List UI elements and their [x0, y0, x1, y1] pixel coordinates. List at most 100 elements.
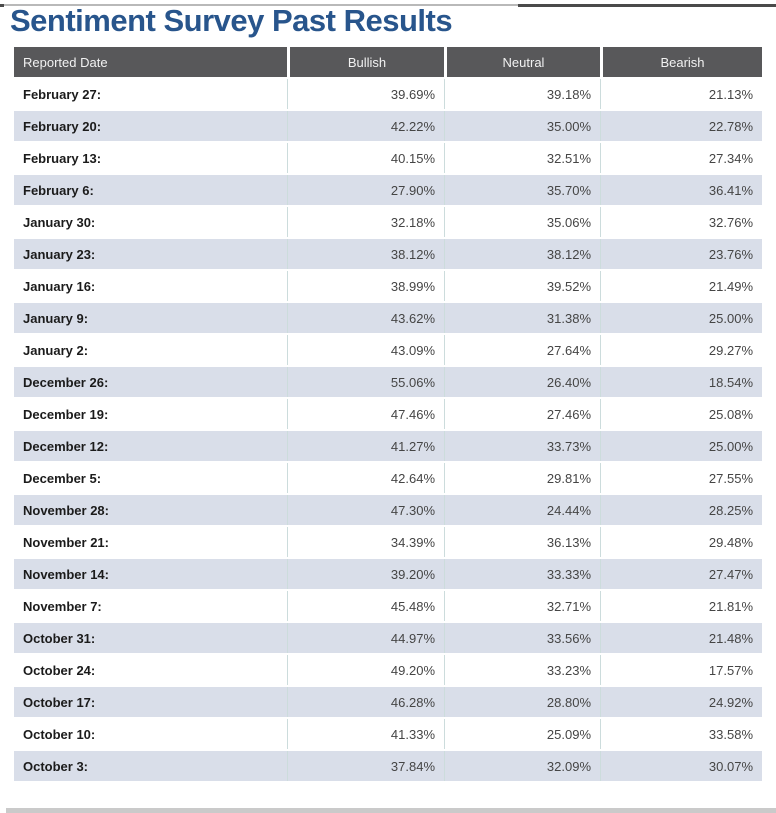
- bullish-cell: 38.99%: [287, 271, 444, 302]
- table-row: November 14: 39.20% 33.33% 27.47%: [14, 559, 762, 590]
- date-cell: October 24:: [14, 655, 287, 686]
- date-cell: November 21:: [14, 527, 287, 558]
- table-row: December 19: 47.46% 27.46% 25.08%: [14, 399, 762, 430]
- window-top-corner-mark: [0, 4, 4, 7]
- neutral-cell: 31.38%: [444, 303, 600, 334]
- neutral-cell: 26.40%: [444, 367, 600, 398]
- neutral-cell: 32.09%: [444, 751, 600, 782]
- neutral-cell: 33.33%: [444, 559, 600, 590]
- bearish-cell: 27.55%: [600, 463, 762, 494]
- table-row: October 3: 37.84% 32.09% 30.07%: [14, 751, 762, 782]
- bullish-cell: 44.97%: [287, 623, 444, 654]
- table-row: January 30: 32.18% 35.06% 32.76%: [14, 207, 762, 238]
- column-header-reported-date: Reported Date: [14, 47, 287, 78]
- bearish-cell: 29.27%: [600, 335, 762, 366]
- column-header-bearish: Bearish: [600, 47, 762, 78]
- table-row: January 16: 38.99% 39.52% 21.49%: [14, 271, 762, 302]
- bullish-cell: 47.30%: [287, 495, 444, 526]
- neutral-cell: 35.06%: [444, 207, 600, 238]
- date-cell: December 12:: [14, 431, 287, 462]
- date-cell: February 20:: [14, 111, 287, 142]
- date-cell: October 10:: [14, 719, 287, 750]
- table-row: January 9: 43.62% 31.38% 25.00%: [14, 303, 762, 334]
- bullish-cell: 49.20%: [287, 655, 444, 686]
- bearish-cell: 28.25%: [600, 495, 762, 526]
- table-header: Reported Date Bullish Neutral Bearish: [14, 47, 762, 78]
- neutral-cell: 28.80%: [444, 687, 600, 718]
- table-row: November 28: 47.30% 24.44% 28.25%: [14, 495, 762, 526]
- bearish-cell: 21.49%: [600, 271, 762, 302]
- date-cell: January 16:: [14, 271, 287, 302]
- date-cell: February 6:: [14, 175, 287, 206]
- date-cell: February 13:: [14, 143, 287, 174]
- window-top-edge-dark: [518, 4, 776, 7]
- date-cell: February 27:: [14, 79, 287, 110]
- bearish-cell: 30.07%: [600, 751, 762, 782]
- bearish-cell: 21.81%: [600, 591, 762, 622]
- bearish-cell: 36.41%: [600, 175, 762, 206]
- table-row: November 7: 45.48% 32.71% 21.81%: [14, 591, 762, 622]
- table-row: February 6: 27.90% 35.70% 36.41%: [14, 175, 762, 206]
- bearish-cell: 24.92%: [600, 687, 762, 718]
- date-cell: January 9:: [14, 303, 287, 334]
- bearish-cell: 21.13%: [600, 79, 762, 110]
- bullish-cell: 42.64%: [287, 463, 444, 494]
- neutral-cell: 33.73%: [444, 431, 600, 462]
- table-row: December 12: 41.27% 33.73% 25.00%: [14, 431, 762, 462]
- bearish-cell: 18.54%: [600, 367, 762, 398]
- table-row: December 26: 55.06% 26.40% 18.54%: [14, 367, 762, 398]
- bullish-cell: 46.28%: [287, 687, 444, 718]
- bullish-cell: 41.27%: [287, 431, 444, 462]
- date-cell: January 2:: [14, 335, 287, 366]
- table-row: February 13: 40.15% 32.51% 27.34%: [14, 143, 762, 174]
- bearish-cell: 32.76%: [600, 207, 762, 238]
- bullish-cell: 39.69%: [287, 79, 444, 110]
- table-row: January 23: 38.12% 38.12% 23.76%: [14, 239, 762, 270]
- table-row: October 17: 46.28% 28.80% 24.92%: [14, 687, 762, 718]
- date-cell: December 19:: [14, 399, 287, 430]
- neutral-cell: 32.51%: [444, 143, 600, 174]
- bearish-cell: 29.48%: [600, 527, 762, 558]
- bearish-cell: 33.58%: [600, 719, 762, 750]
- table-row: December 5: 42.64% 29.81% 27.55%: [14, 463, 762, 494]
- bullish-cell: 37.84%: [287, 751, 444, 782]
- window-top-edge: [0, 4, 776, 6]
- bullish-cell: 34.39%: [287, 527, 444, 558]
- bearish-cell: 23.76%: [600, 239, 762, 270]
- date-cell: November 28:: [14, 495, 287, 526]
- neutral-cell: 24.44%: [444, 495, 600, 526]
- neutral-cell: 27.46%: [444, 399, 600, 430]
- bullish-cell: 42.22%: [287, 111, 444, 142]
- bullish-cell: 55.06%: [287, 367, 444, 398]
- bullish-cell: 41.33%: [287, 719, 444, 750]
- bearish-cell: 22.78%: [600, 111, 762, 142]
- bullish-cell: 43.62%: [287, 303, 444, 334]
- neutral-cell: 39.52%: [444, 271, 600, 302]
- bearish-cell: 27.34%: [600, 143, 762, 174]
- neutral-cell: 38.12%: [444, 239, 600, 270]
- table-row: October 31: 44.97% 33.56% 21.48%: [14, 623, 762, 654]
- column-header-bullish: Bullish: [287, 47, 444, 78]
- table-row: October 24: 49.20% 33.23% 17.57%: [14, 655, 762, 686]
- neutral-cell: 27.64%: [444, 335, 600, 366]
- neutral-cell: 33.56%: [444, 623, 600, 654]
- neutral-cell: 29.81%: [444, 463, 600, 494]
- neutral-cell: 35.00%: [444, 111, 600, 142]
- bullish-cell: 45.48%: [287, 591, 444, 622]
- bearish-cell: 21.48%: [600, 623, 762, 654]
- neutral-cell: 32.71%: [444, 591, 600, 622]
- bearish-cell: 27.47%: [600, 559, 762, 590]
- neutral-cell: 35.70%: [444, 175, 600, 206]
- horizontal-scrollbar-thumb[interactable]: [6, 808, 776, 813]
- bullish-cell: 40.15%: [287, 143, 444, 174]
- bullish-cell: 27.90%: [287, 175, 444, 206]
- page-title: Sentiment Survey Past Results: [10, 3, 453, 38]
- neutral-cell: 33.23%: [444, 655, 600, 686]
- date-cell: January 23:: [14, 239, 287, 270]
- bullish-cell: 32.18%: [287, 207, 444, 238]
- date-cell: November 14:: [14, 559, 287, 590]
- column-header-neutral: Neutral: [444, 47, 600, 78]
- date-cell: December 26:: [14, 367, 287, 398]
- neutral-cell: 36.13%: [444, 527, 600, 558]
- table-row: January 2: 43.09% 27.64% 29.27%: [14, 335, 762, 366]
